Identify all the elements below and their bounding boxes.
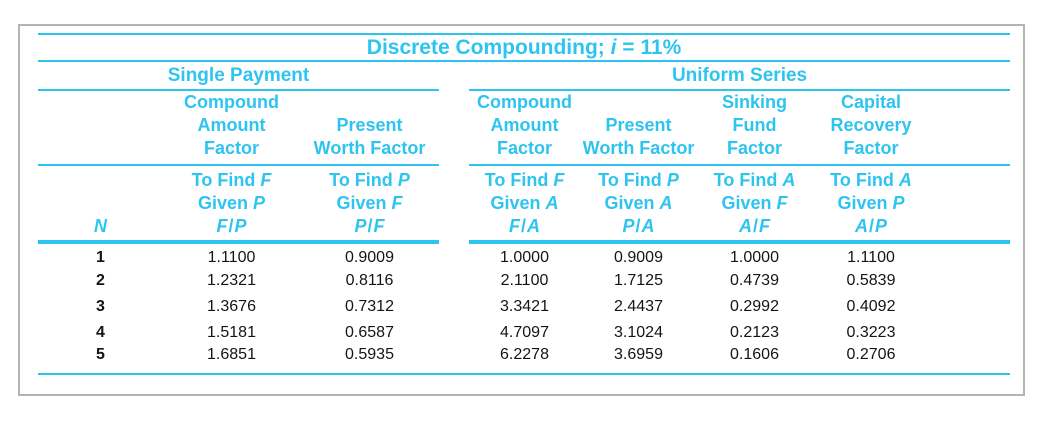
find-given-header-FP: To Find F Given P F/P — [163, 165, 300, 244]
group-header-row: Single Payment Uniform Series — [38, 61, 1011, 91]
table-row: 2 1.2321 0.8116 2.1100 1.7125 0.4739 0.5839 — [38, 268, 1010, 294]
value-cell: 0.9009 — [614, 249, 663, 266]
column-header-PA: Present Worth Factor — [580, 90, 697, 166]
right-filler — [930, 90, 1011, 166]
column-header-AF: Sinking Fund Factor — [697, 90, 812, 166]
column-header-AP: Capital Recovery Factor — [812, 90, 930, 166]
find-given-header-PA: To Find P Given A P/A — [580, 165, 697, 244]
value-cell: 0.2992 — [730, 298, 779, 315]
value-cell: 1.7125 — [614, 272, 663, 289]
value-cell: 2.4437 — [614, 298, 663, 315]
right-filler — [930, 346, 1011, 375]
right-filler — [930, 165, 1011, 244]
right-filler — [930, 320, 1010, 346]
value-cell: 0.7312 — [345, 298, 394, 315]
section-gap — [439, 294, 469, 320]
group-uniform-series: Uniform Series — [469, 61, 1011, 91]
find-given-header-PF: To Find P Given F P/F — [300, 165, 439, 244]
value-cell: 3.1024 — [614, 324, 663, 341]
find-given-header-FA: To Find F Given A F/A — [469, 165, 580, 244]
group-single-payment: Single Payment — [38, 61, 439, 91]
value-cell: 1.5181 — [207, 324, 256, 341]
right-filler — [930, 242, 1010, 268]
value-cell: 3.6959 — [580, 346, 697, 375]
table-row: 4 1.5181 0.6587 4.7097 3.1024 0.2123 0.3223 — [38, 320, 1010, 346]
section-gap — [439, 320, 469, 346]
value-cell: 0.3223 — [846, 324, 896, 341]
section-gap — [439, 90, 469, 165]
title-interest-var: i — [610, 35, 617, 59]
value-cell: 0.2123 — [730, 324, 779, 341]
value-cell: 1.0000 — [500, 249, 549, 266]
section-gap — [439, 346, 469, 375]
value-cell: 0.8116 — [345, 272, 394, 289]
value-cell: 0.1606 — [697, 346, 812, 375]
value-cell: 0.4092 — [846, 298, 896, 315]
value-cell: 1.1100 — [207, 249, 256, 266]
row-n: 5 — [38, 346, 163, 375]
title-interest-value: = 11% — [616, 35, 682, 59]
section-gap — [439, 165, 469, 242]
right-filler — [930, 268, 1010, 294]
value-cell: 0.4739 — [730, 272, 779, 289]
table-row: 5 1.6851 0.5935 6.2278 3.6959 0.1606 0.2706 — [38, 346, 1011, 375]
section-gap — [439, 242, 469, 268]
table-row: 3 1.3676 0.7312 3.3421 2.4437 0.2992 0.4092 — [38, 294, 1010, 320]
value-cell: 1.2321 — [207, 272, 256, 289]
value-cell: 4.7097 — [500, 324, 549, 341]
value-cell: 0.5935 — [300, 346, 439, 375]
value-cell: 1.1100 — [847, 249, 895, 266]
right-filler — [930, 294, 1010, 320]
value-cell: 0.5839 — [846, 272, 896, 289]
find-given-header-row: N To Find F Given P F/P To Find P Given F P/F… — [38, 165, 1011, 244]
n-column-spacer — [38, 90, 163, 166]
row-n: 3 — [96, 298, 105, 315]
row-n: 2 — [96, 272, 105, 289]
title-text: Discrete Compounding; — [366, 35, 611, 59]
value-cell: 0.2706 — [812, 346, 930, 375]
title-row: Discrete Compounding; i = 11% — [38, 33, 1011, 62]
column-header-FP: Compound Amount Factor — [163, 90, 300, 166]
table-title: Discrete Compounding; i = 11% — [38, 33, 1011, 62]
column-header-row: Compound Amount Factor Present Worth Factor C… — [38, 90, 1011, 166]
value-cell: 1.6851 — [163, 346, 300, 375]
n-column-header: N — [38, 165, 163, 244]
row-n: 1 — [96, 249, 105, 266]
column-header-PF: Present Worth Factor — [300, 90, 439, 166]
section-gap — [439, 61, 469, 90]
row-n: 4 — [96, 324, 105, 341]
find-given-header-AF: To Find A Given F A/F — [697, 165, 812, 244]
value-cell: 0.9009 — [345, 249, 394, 266]
value-cell: 3.3421 — [500, 298, 549, 315]
value-cell: 6.2278 — [469, 346, 580, 375]
find-given-header-AP: To Find A Given P A/P — [812, 165, 930, 244]
value-cell: 1.3676 — [207, 298, 256, 315]
value-cell: 1.0000 — [730, 249, 779, 266]
value-cell: 0.6587 — [345, 324, 394, 341]
column-header-FA: Compound Amount Factor — [469, 90, 580, 166]
table-frame: Discrete Compounding; i = 11% Single Pay… — [18, 24, 1025, 396]
value-cell: 2.1100 — [500, 272, 549, 289]
table-row: 1 1.1100 0.9009 1.0000 0.9009 1.0000 1.1100 — [38, 242, 1010, 268]
section-gap — [439, 268, 469, 294]
compounding-factor-table: Discrete Compounding; i = 11% Single Pay… — [38, 33, 1011, 375]
